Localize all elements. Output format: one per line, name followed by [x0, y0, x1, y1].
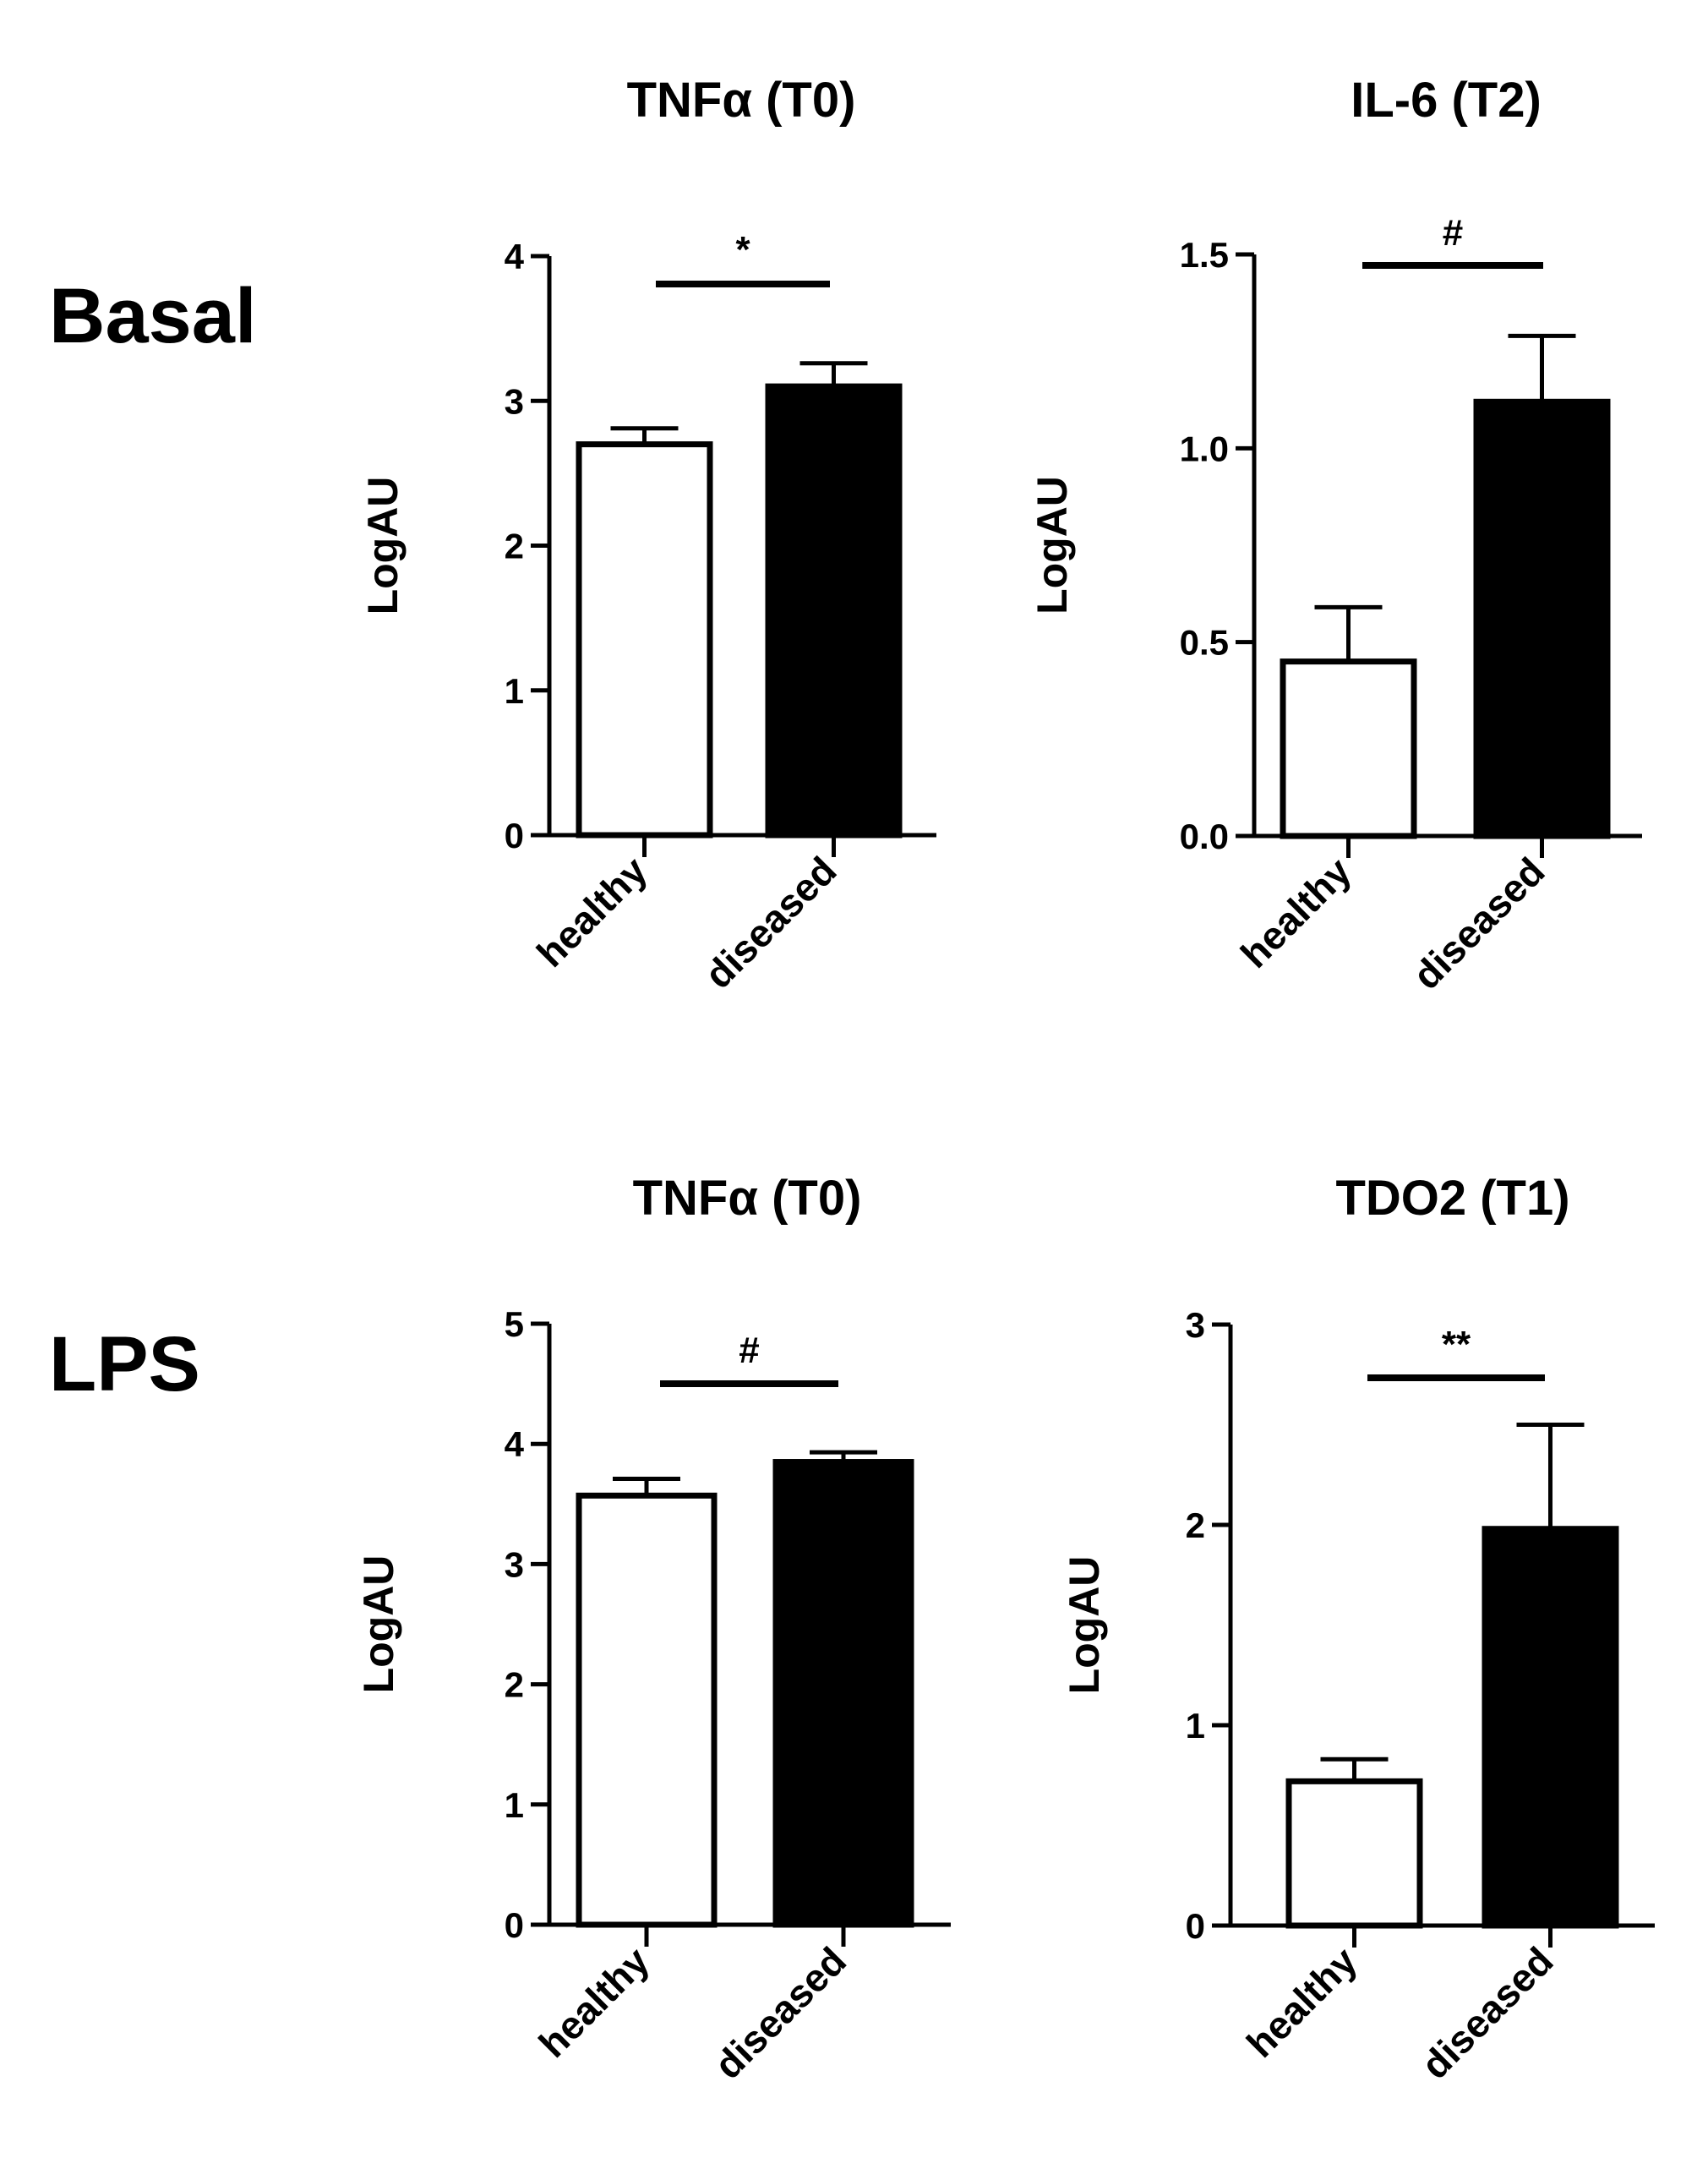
significance-marker: #	[739, 1330, 759, 1371]
y-tick-label: 2	[1186, 1505, 1205, 1545]
bar-healthy	[1280, 658, 1417, 839]
category-label-diseased: diseased	[706, 1938, 854, 2087]
chart-title: TDO2 (T1)	[1335, 1171, 1569, 1226]
y-tick-label: 0.5	[1180, 623, 1229, 663]
y-tick-label: 3	[505, 381, 524, 421]
y-tick-label: 2	[505, 527, 524, 566]
y-tick-label: 1.5	[1180, 235, 1229, 275]
bar-diseased	[1473, 398, 1611, 839]
significance-marker: #	[1443, 212, 1463, 254]
category-label-diseased: diseased	[696, 848, 845, 997]
chart-title: TNFα (T0)	[633, 1171, 862, 1226]
y-tick-label: 3	[1186, 1305, 1205, 1345]
row-label-basal: Basal	[49, 273, 257, 359]
category-label-healthy: healthy	[1238, 1938, 1366, 2066]
significance-marker: *	[735, 229, 750, 270]
bar-healthy	[576, 441, 713, 839]
category-label-healthy: healthy	[528, 848, 656, 975]
y-tick-label: 0	[505, 1905, 524, 1945]
row-label-lps: LPS	[49, 1321, 200, 1407]
category-label-diseased: diseased	[1405, 849, 1553, 997]
y-tick-label: 0	[1186, 1906, 1205, 1946]
y-tick-label: 1	[505, 671, 524, 711]
y-tick-label: 4	[505, 1424, 525, 1464]
y-axis-label: LogAU	[1029, 476, 1076, 615]
y-tick-label: 5	[505, 1304, 524, 1344]
y-axis-label: LogAU	[355, 1555, 402, 1694]
bar-diseased	[1482, 1526, 1619, 1929]
y-tick-label: 1.0	[1180, 429, 1229, 468]
y-axis-label: LogAU	[359, 477, 407, 615]
bar-diseased	[772, 1459, 914, 1928]
bar-diseased	[765, 383, 903, 839]
chart-title: IL-6 (T2)	[1351, 73, 1542, 128]
y-tick-label: 2	[505, 1665, 524, 1705]
category-label-diseased: diseased	[1413, 1938, 1562, 2087]
y-tick-label: 3	[505, 1544, 524, 1584]
significance-marker: **	[1442, 1324, 1471, 1365]
chart-title: TNFα (T0)	[627, 73, 856, 128]
y-tick-label: 0.0	[1180, 817, 1229, 856]
y-tick-label: 0	[505, 816, 524, 855]
y-axis-label: LogAU	[1061, 1556, 1108, 1695]
y-tick-label: 1	[1186, 1706, 1205, 1746]
y-tick-label: 4	[505, 237, 525, 276]
category-label-healthy: healthy	[1232, 849, 1360, 976]
bar-healthy	[1285, 1778, 1423, 1929]
y-tick-label: 1	[505, 1785, 524, 1825]
bar-healthy	[576, 1492, 718, 1928]
category-label-healthy: healthy	[530, 1938, 658, 2066]
